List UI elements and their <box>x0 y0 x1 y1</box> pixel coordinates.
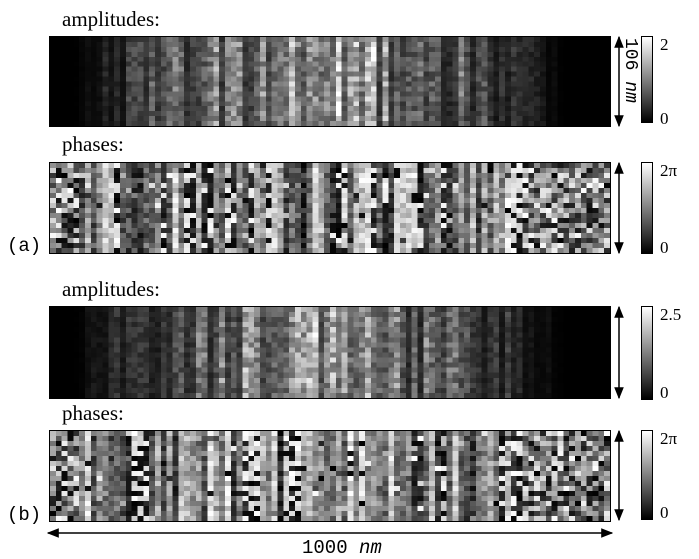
amplitude-colorbar-a <box>641 36 653 123</box>
phase-colorbar-b <box>641 430 653 520</box>
phase-colorbar-b-max: 2π <box>660 429 678 448</box>
amplitude-map-a <box>49 36 611 127</box>
amplitude-colorbar-b <box>641 306 653 400</box>
phase-colorbar-a <box>641 162 653 254</box>
amplitude-colorbar-b-max: 2.5 <box>660 305 682 324</box>
amplitude-map-b <box>49 306 611 399</box>
phase-map-a-canvas <box>50 163 610 253</box>
amplitude-colorbar-a-min: 0 <box>660 109 669 128</box>
panel-tag-b: (b) <box>7 504 42 526</box>
amplitudes-label-b: amplitudes: <box>62 277 160 301</box>
phases-label-b: phases: <box>62 401 124 425</box>
phases-label-a: phases: <box>62 132 124 156</box>
horizontal-scale-label: 1000 nm <box>302 537 382 559</box>
amplitude-colorbar-a-max: 2 <box>660 35 669 54</box>
panel-tag-a: (a) <box>7 235 42 257</box>
amplitude-map-b-canvas <box>50 307 610 398</box>
amplitudes-label-a: amplitudes: <box>62 7 160 31</box>
phase-colorbar-a-max: 2π <box>660 161 678 180</box>
horizontal-scale-unit: nm <box>359 537 382 559</box>
phase-colorbar-a-min: 0 <box>660 238 669 257</box>
vertical-scale-unit: nm <box>620 81 640 103</box>
phase-map-b <box>49 430 611 522</box>
amplitude-colorbar-b-min: 0 <box>660 383 669 402</box>
phase-map-b-canvas <box>50 431 610 521</box>
vertical-scale-value: 106 <box>620 38 640 71</box>
phase-colorbar-b-min: 0 <box>660 503 669 522</box>
amplitude-map-a-canvas <box>50 37 610 126</box>
phase-map-a <box>49 162 611 254</box>
horizontal-scale-value: 1000 <box>302 537 348 559</box>
vertical-scale-label: 106 nm <box>620 38 640 103</box>
